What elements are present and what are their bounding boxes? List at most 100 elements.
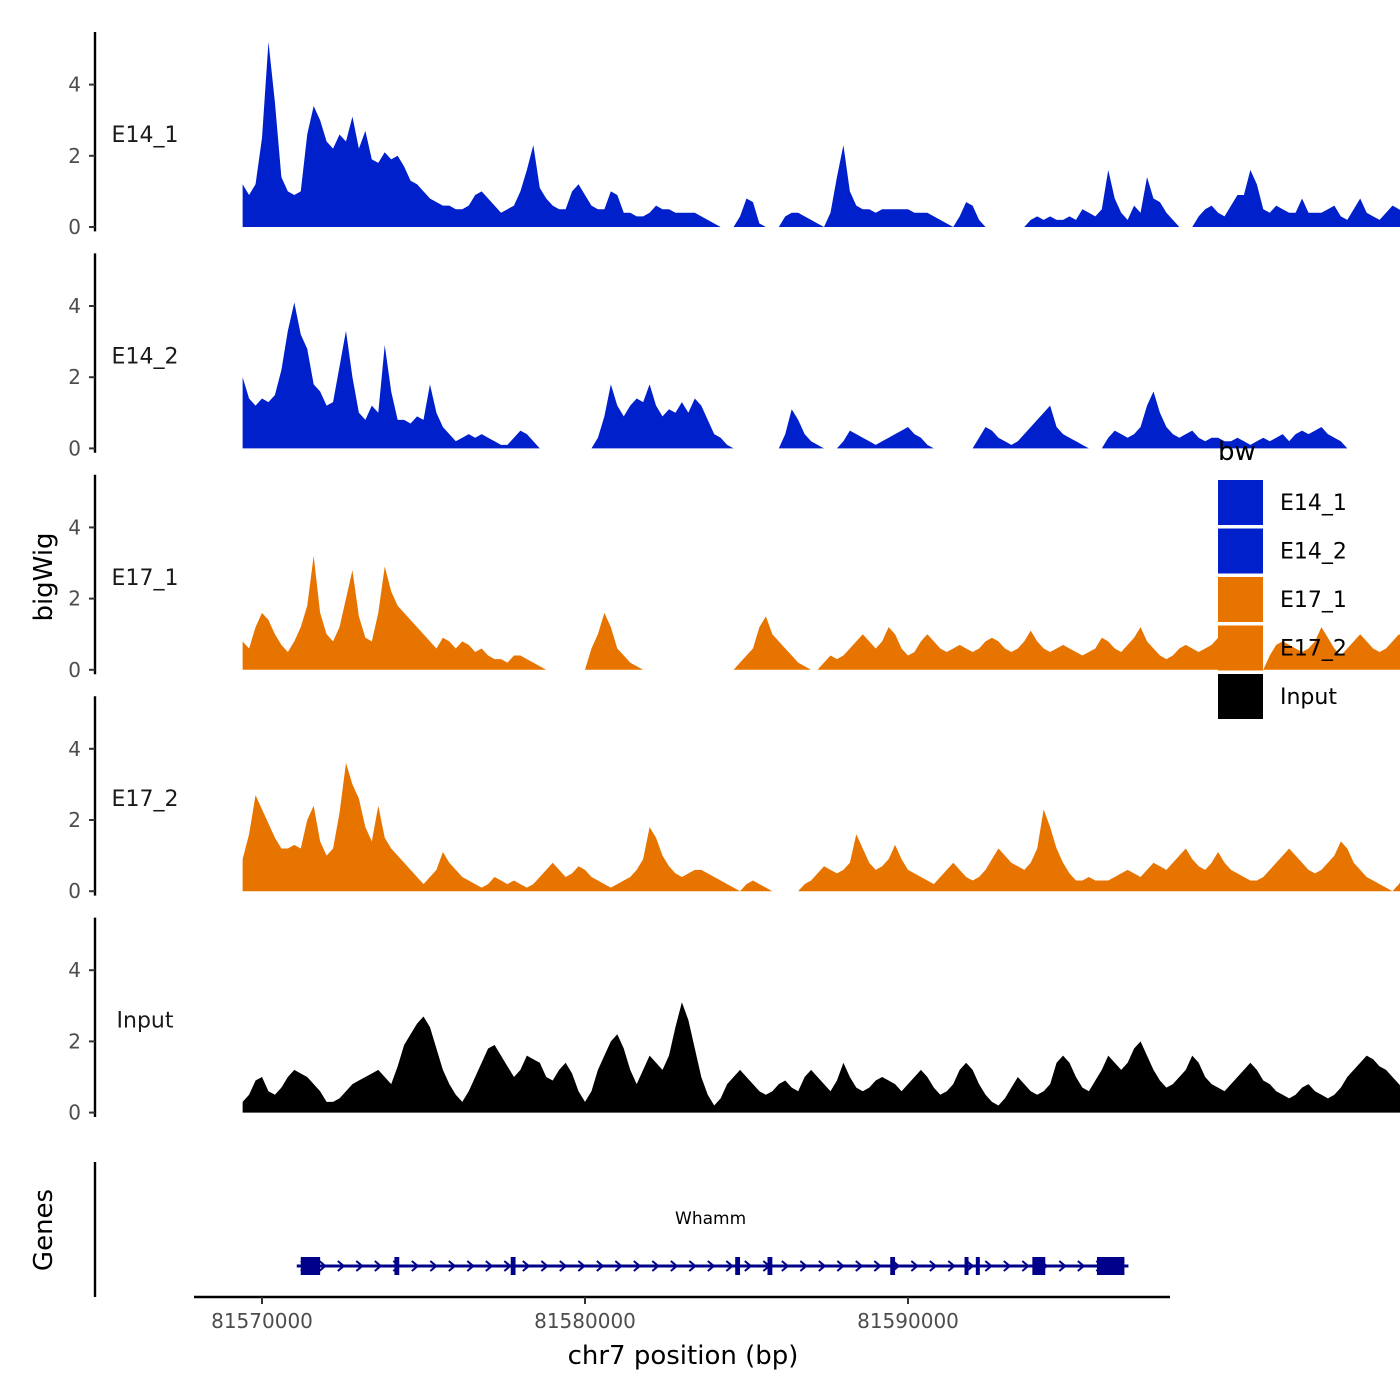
strand-arrow-icon [577,1260,586,1272]
coverage-area-e17-1 [242,555,1400,670]
strand-arrow-icon [836,1260,845,1272]
strand-arrow-icon [559,1260,568,1272]
strand-arrow-icon [411,1260,420,1272]
strand-arrow-icon [725,1260,734,1272]
x-tick-label: 81570000 [211,1309,313,1333]
y-tick-label: 0 [68,658,81,682]
strand-arrow-icon [614,1260,623,1272]
legend-title: bw [1218,437,1256,467]
track-e14-2: 0 2 4 E14_2 [68,253,1400,460]
strand-arrow-icon [1021,1260,1030,1272]
strand-arrow-icon [466,1260,475,1272]
gene-exon [510,1257,516,1275]
y-axis-title: bigWig [29,532,59,621]
gene-exon [890,1257,896,1275]
coverage-area-input [242,1002,1400,1113]
strand-arrow-icon [596,1260,605,1272]
coverage-area-e17-2 [242,763,1400,892]
legend-label: E14_1 [1280,491,1347,516]
track-e17-2: 0 2 4 E17_2 [68,696,1400,903]
strand-arrow-icon [355,1260,364,1272]
track-label: Input [117,1009,174,1034]
strand-arrow-icon [633,1260,642,1272]
strand-arrow-icon [1077,1260,1086,1272]
strand-arrow-icon [799,1260,808,1272]
gene-panel-title: Genes [29,1189,59,1271]
strand-arrow-icon [1003,1260,1012,1272]
y-tick-label: 4 [68,737,81,761]
legend-swatch [1218,674,1263,719]
y-tick-label: 4 [68,958,81,982]
strand-arrow-icon [374,1260,383,1272]
gene-exon [1096,1257,1125,1275]
coverage-area-e14-2 [242,302,1400,449]
y-tick-label: 2 [68,144,81,168]
gene-exon [394,1257,400,1275]
gene-exon [975,1257,980,1275]
track-label: E14_1 [112,123,179,148]
track-e17-1: 0 2 4 E17_1 [68,474,1400,682]
gene-exon [300,1257,321,1275]
gene-panel: Whamm [93,1162,1129,1297]
x-axis-title: chr7 position (bp) [568,1341,799,1371]
strand-arrow-icon [522,1260,531,1272]
y-tick-label: 0 [68,879,81,903]
x-tick-label: 81590000 [857,1309,959,1333]
strand-arrow-icon [688,1260,697,1272]
y-tick-label: 2 [68,365,81,389]
strand-arrow-icon [947,1260,956,1272]
legend-swatch [1218,577,1263,622]
track-label: E14_2 [112,344,179,369]
strand-arrow-icon [910,1260,919,1272]
strand-arrow-icon [855,1260,864,1272]
track-label: E17_2 [112,787,179,812]
y-tick-label: 2 [68,587,81,611]
track-input: 0 2 4 Input [68,917,1400,1125]
x-axis: 81570000 81580000 81590000 [194,1295,1170,1333]
strand-arrow-icon [429,1260,438,1272]
strand-arrow-icon [818,1260,827,1272]
gene-exon [1032,1257,1046,1275]
track-label: E17_1 [112,566,179,591]
y-tick-label: 2 [68,1029,81,1053]
y-tick-label: 2 [68,808,81,832]
gene-exon [964,1257,969,1275]
strand-arrow-icon [707,1260,716,1272]
strand-arrow-icon [485,1260,494,1272]
strand-arrow-icon [448,1260,457,1272]
legend-label: Input [1280,685,1337,710]
y-tick-label: 0 [68,215,81,239]
x-tick-label: 81580000 [534,1309,636,1333]
legend-label: E17_1 [1280,588,1347,613]
legend-label: E17_2 [1280,637,1347,662]
strand-arrow-icon [873,1260,882,1272]
y-tick-label: 4 [68,515,81,539]
strand-arrow-icon [540,1260,549,1272]
legend-swatch [1218,528,1263,574]
strand-arrow-icon [744,1260,753,1272]
coverage-area-e14-1 [242,41,1400,227]
y-tick-label: 4 [68,73,81,97]
strand-arrow-icon [781,1260,790,1272]
strand-arrow-icon [337,1260,346,1272]
gene-exon [735,1257,741,1275]
strand-arrow-icon [651,1260,660,1272]
strand-arrow-icon [503,1260,512,1272]
gene-name-label: Whamm [675,1209,746,1229]
y-tick-label: 0 [68,1101,81,1125]
gene-exon [767,1257,773,1275]
strand-arrow-icon [966,1260,975,1272]
strand-arrow-icon [984,1260,993,1272]
strand-arrow-icon [670,1260,679,1272]
y-tick-label: 4 [68,294,81,318]
track-e14-1: 0 2 4 E14_1 [68,32,1400,239]
legend-label: E14_2 [1280,540,1347,565]
coverage-tracks: 0 2 4 E14_1 0 2 4 E14_2 0 2 4 E17_1 0 2 4 E17_2 0 2 4 Input [68,32,1400,1125]
y-tick-label: 0 [68,436,81,460]
strand-arrow-icon [318,1260,327,1272]
legend-swatch [1218,625,1263,671]
legend: bw E14_1 E14_2 E17_1 E17_2 Input [1218,437,1347,719]
legend-swatch [1218,480,1263,525]
strand-arrow-icon [1058,1260,1067,1272]
